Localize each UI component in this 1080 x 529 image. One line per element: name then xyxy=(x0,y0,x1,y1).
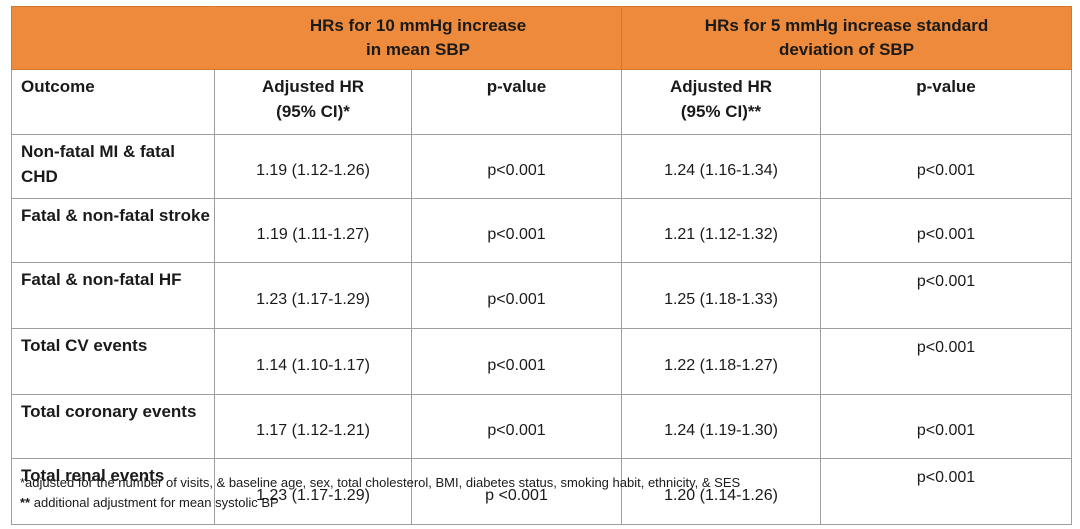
hr1-cell: 1.23 (1.17-1.29) xyxy=(214,458,412,525)
outcome-cell: Fatal & non-fatal HF xyxy=(11,262,215,329)
hr1-cell: 1.19 (1.12-1.26) xyxy=(214,134,412,199)
column-header-hr1: Adjusted HR (95% CI)* xyxy=(214,69,412,135)
hr2-cell: 1.25 (1.18-1.33) xyxy=(621,262,821,329)
hr2-line2: (95% CI)** xyxy=(680,102,762,121)
p1-cell: p<0.001 xyxy=(411,134,622,199)
column-header-hr2: Adjusted HR (95% CI)** xyxy=(621,69,821,135)
hr1-line2: (95% CI)* xyxy=(276,102,350,121)
table-row: Total CV events 1.14 (1.10-1.17) p<0.001… xyxy=(11,328,1073,395)
table-row: Fatal & non-fatal HF 1.23 (1.17-1.29) p<… xyxy=(11,262,1073,329)
table-row: Fatal & non-fatal stroke 1.19 (1.11-1.27… xyxy=(11,198,1073,263)
footnote-additional: ** additional adjustment for mean systol… xyxy=(20,493,740,513)
footnotes: *adjusted for the number of visits, & ba… xyxy=(20,473,740,513)
hazard-ratio-table: HRs for 10 mmHg increase in mean SBP HRs… xyxy=(11,6,1073,525)
hr1-cell: 1.19 (1.11-1.27) xyxy=(214,198,412,263)
p1-cell: p<0.001 xyxy=(411,328,622,395)
hr1-cell: 1.14 (1.10-1.17) xyxy=(214,328,412,395)
table-row: Total renal events 1.23 (1.17-1.29) p <0… xyxy=(11,458,1073,525)
footnote-double-asterisk: ** xyxy=(20,495,31,510)
hr1-line1: Adjusted HR xyxy=(262,77,364,96)
group2-line2: deviation of SBP xyxy=(778,40,915,59)
hr2-cell: 1.22 (1.18-1.27) xyxy=(621,328,821,395)
hr2-cell: 1.20 (1.14-1.26) xyxy=(621,458,821,525)
group-header-mean-sbp: HRs for 10 mmHg increase in mean SBP xyxy=(214,6,622,70)
outcome-cell: Non-fatal MI & fatal CHD xyxy=(11,134,215,199)
hr2-cell: 1.24 (1.19-1.30) xyxy=(621,394,821,459)
p2-cell: p<0.001 xyxy=(819,134,1073,199)
group1-line2: in mean SBP xyxy=(366,40,470,59)
group2-line1: HRs for 5 mmHg increase standard xyxy=(704,16,989,35)
p1-cell: p<0.001 xyxy=(411,262,622,329)
hr2-cell: 1.21 (1.12-1.32) xyxy=(621,198,821,263)
table-row: Non-fatal MI & fatal CHD 1.19 (1.12-1.26… xyxy=(11,134,1073,199)
footnote-adjusted: *adjusted for the number of visits, & ba… xyxy=(20,475,741,490)
p2-cell: p<0.001 xyxy=(819,262,1073,329)
p2-cell: p<0.001 xyxy=(819,328,1073,395)
hr2-cell: 1.24 (1.16-1.34) xyxy=(621,134,821,199)
outcome-cell: Total CV events xyxy=(11,328,215,395)
outcome-cell: Total renal events xyxy=(11,458,215,525)
p2-cell: p<0.001 xyxy=(819,198,1073,263)
group1-line1: HRs for 10 mmHg increase xyxy=(309,16,527,35)
column-header-p1: p-value xyxy=(411,69,622,135)
column-header-row: Outcome Adjusted HR (95% CI)* p-value Ad… xyxy=(11,69,1073,135)
column-header-outcome: Outcome xyxy=(11,69,215,135)
group-header-row: HRs for 10 mmHg increase in mean SBP HRs… xyxy=(11,6,1073,70)
table-row: Total coronary events 1.17 (1.12-1.21) p… xyxy=(11,394,1073,459)
group-header-sd-sbp: HRs for 5 mmHg increase standard deviati… xyxy=(620,6,1073,70)
outcome-cell: Fatal & non-fatal stroke xyxy=(11,198,215,263)
hr1-cell: 1.23 (1.17-1.29) xyxy=(214,262,412,329)
p2-cell: p<0.001 xyxy=(819,394,1073,459)
group-header-blank xyxy=(11,6,215,70)
hr1-cell: 1.17 (1.12-1.21) xyxy=(214,394,412,459)
p2-cell: p<0.001 xyxy=(819,458,1073,525)
footnote-additional-text: additional adjustment for mean systolic … xyxy=(30,495,279,510)
hr2-line1: Adjusted HR xyxy=(670,77,772,96)
p1-cell: p<0.001 xyxy=(411,198,622,263)
outcome-cell: Total coronary events xyxy=(11,394,215,459)
column-header-p2: p-value xyxy=(819,69,1073,135)
p1-cell: p<0.001 xyxy=(411,394,622,459)
